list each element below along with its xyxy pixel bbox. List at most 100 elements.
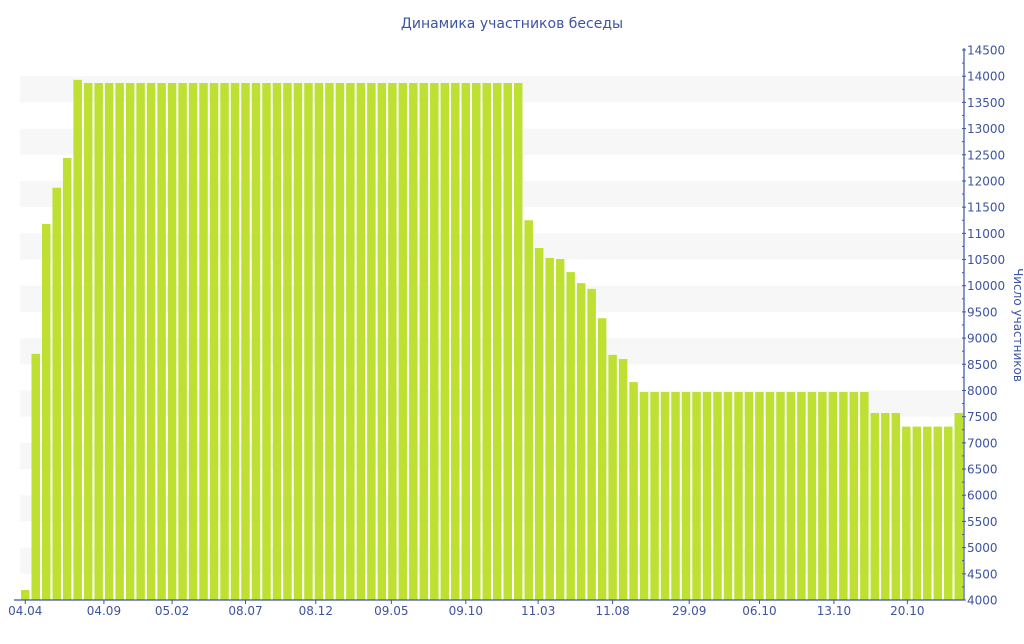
y-tick-label: 6000 [967, 489, 998, 503]
bar [534, 248, 544, 600]
chart-title: Динамика участников беседы [401, 16, 623, 32]
bar [31, 353, 40, 600]
grid-band [20, 390, 964, 417]
grid-band [20, 128, 964, 155]
y-tick-label: 4500 [967, 567, 998, 581]
bar [335, 83, 345, 600]
y-tick-label: 7000 [967, 436, 998, 450]
bar [493, 83, 502, 600]
y-tick-label: 14500 [967, 44, 1005, 58]
grid-band [20, 285, 964, 312]
bar [167, 83, 177, 600]
bar [482, 83, 491, 600]
bar [388, 83, 397, 600]
bar [828, 392, 838, 600]
bar [377, 83, 387, 600]
y-tick-label: 5000 [967, 541, 998, 555]
x-tick-label: 04.09 [87, 604, 121, 618]
bar [472, 83, 481, 600]
y-tick-label: 4000 [967, 594, 998, 608]
bar [94, 83, 103, 600]
bar [230, 83, 240, 600]
bar [650, 392, 659, 600]
y-tick-label: 13500 [967, 96, 1005, 110]
bar [419, 83, 429, 600]
y-tick-label: 9000 [967, 332, 998, 346]
y-tick-label: 6500 [967, 463, 998, 477]
bar [723, 392, 733, 600]
bar [692, 392, 701, 600]
bar [398, 83, 408, 600]
bar [283, 83, 292, 600]
x-axis: 04.04 04.09 05.02 08.07 08.12 09.05 09.10 11.03… [8, 599, 964, 618]
grid-band [20, 442, 964, 470]
bar [513, 83, 523, 600]
bar [839, 392, 848, 600]
bar [776, 392, 785, 600]
grid-bands [20, 76, 964, 574]
bar [912, 426, 922, 600]
x-tick-label: 05.02 [155, 604, 189, 618]
x-tick-label: 09.05 [374, 604, 408, 618]
bar [849, 392, 859, 600]
grid-band [20, 180, 964, 208]
y-tick-label: 12500 [967, 148, 1005, 162]
bar [524, 220, 533, 600]
bar [440, 83, 450, 600]
bar [146, 83, 156, 600]
y-axis: 4000 4500 5000 5500 6000 6500 7000 7500 8000 8500… [962, 44, 1005, 608]
bar [881, 413, 890, 600]
bar [272, 83, 282, 600]
y-tick-label: 11000 [967, 227, 1005, 241]
y-tick-label: 11500 [967, 201, 1005, 215]
x-tick-label: 08.07 [228, 604, 262, 618]
bar [902, 426, 911, 600]
y-tick-label: 10500 [967, 253, 1005, 267]
bar [136, 83, 145, 600]
bar [356, 83, 366, 600]
bar [954, 413, 963, 600]
x-tick-label: 04.04 [8, 604, 42, 618]
y-tick-label: 10000 [967, 279, 1005, 293]
y-tick-label: 14000 [967, 70, 1005, 84]
bar [62, 157, 72, 600]
y-tick-label: 8500 [967, 358, 998, 372]
grid-band [20, 547, 964, 574]
bar [639, 392, 649, 600]
bar [188, 83, 198, 600]
grid-band [20, 338, 964, 365]
bar [587, 288, 596, 600]
bar [923, 426, 932, 600]
bar [461, 83, 471, 600]
bar [104, 83, 114, 600]
bar [702, 392, 712, 600]
bar [786, 392, 796, 600]
bar [933, 426, 943, 600]
bar [503, 83, 512, 600]
bar [944, 426, 953, 600]
grid-band [20, 495, 964, 522]
x-tick-label: 13.10 [817, 604, 851, 618]
y-tick-label: 8000 [967, 384, 998, 398]
bar [41, 223, 51, 600]
bar [367, 83, 376, 600]
bar [681, 392, 691, 600]
bar [597, 318, 607, 600]
bar [555, 259, 565, 600]
x-tick-label: 20.10 [890, 604, 924, 618]
bar [304, 83, 313, 600]
bar [409, 83, 418, 600]
bar [199, 83, 208, 600]
bar [566, 272, 575, 600]
bar [765, 392, 775, 600]
bar [451, 83, 460, 600]
bar [115, 83, 124, 600]
bar [293, 83, 303, 600]
x-tick-label: 06.10 [742, 604, 776, 618]
bar [346, 83, 355, 600]
bars [21, 79, 963, 601]
bar [209, 83, 219, 600]
bar [744, 392, 754, 600]
x-tick-label: 11.03 [521, 604, 555, 618]
